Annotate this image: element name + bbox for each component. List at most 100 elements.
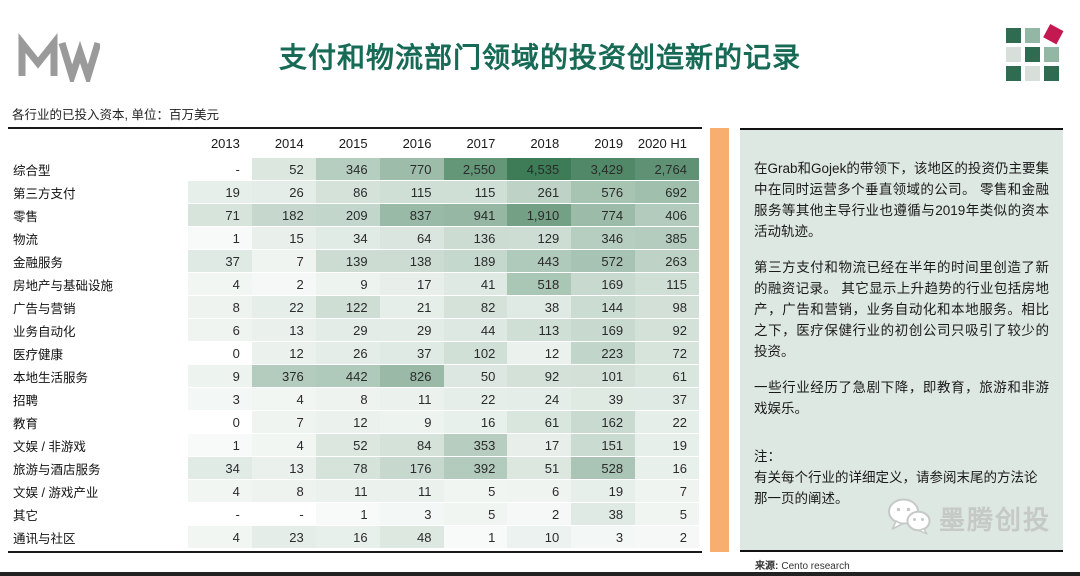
table-row: 通讯与社区 4 23 16 48 1 10 3 2 xyxy=(12,525,699,549)
table-row: 其它 - -1 3 5 2 38 5 xyxy=(12,502,699,526)
heatmap-cell: 4,535 xyxy=(507,158,572,181)
heatmap-cell: 209 xyxy=(315,203,380,227)
heatmap-cell: 7 xyxy=(251,249,316,273)
table-row: 物流 1 15 34 64 136 129 346 385 xyxy=(12,226,699,250)
heatmap-cell: 136 xyxy=(443,226,508,250)
heatmap-cell: 4 xyxy=(251,433,316,457)
heatmap-cell: 144 xyxy=(571,295,636,319)
note-body: 有关每个行业的详细定义，请参阅末尾的方法论那一页的阐述。 xyxy=(754,469,1038,506)
year-column-header: 2018 xyxy=(530,136,560,151)
heatmap-cell: - xyxy=(188,158,252,181)
heatmap-cell: 6 xyxy=(507,479,572,503)
heatmap-cell: 2 xyxy=(251,272,316,296)
heatmap-cell: 38 xyxy=(507,295,572,319)
heatmap-cell: 19 xyxy=(571,479,636,503)
industry-label: 综合型 xyxy=(12,158,188,181)
heatmap-cell: 774 xyxy=(571,203,636,227)
heatmap-cell: - xyxy=(188,502,252,526)
heatmap-cell: 9 xyxy=(379,410,444,434)
heatmap-cell: 15 xyxy=(251,226,316,250)
page-title: 支付和物流部门领域的投资创造新的记录 xyxy=(278,42,801,73)
heatmap-cell: 8 xyxy=(315,387,380,411)
industry-label: 零售 xyxy=(12,203,188,227)
industry-label: 房地产与基础设施 xyxy=(12,272,188,296)
heatmap-cell: 6 xyxy=(188,318,252,342)
heatmap-cell: 72 xyxy=(635,341,699,365)
heatmap-cell: 10 xyxy=(507,525,572,549)
heatmap-cell: 182 xyxy=(251,203,316,227)
heatmap-cell: 29 xyxy=(315,318,380,342)
heatmap-cell: 22 xyxy=(635,410,699,434)
heatmap-cell: 16 xyxy=(635,456,699,480)
heatmap-cell: 3 xyxy=(571,525,636,549)
heatmap-cell: 1 xyxy=(188,226,252,250)
heatmap-cell: 19 xyxy=(635,433,699,457)
table-bottom-rule xyxy=(8,551,702,553)
corner-cell xyxy=(12,131,188,158)
logo-red-diamond xyxy=(1043,24,1064,45)
industry-label: 业务自动化 xyxy=(12,318,188,342)
heatmap-cell: 162 xyxy=(571,410,636,434)
heatmap-cell: 2,550 xyxy=(443,158,508,181)
heatmap-cell: 941 xyxy=(443,203,508,227)
heatmap-cell: 528 xyxy=(571,456,636,480)
heatmap-cell: 26 xyxy=(251,180,316,204)
commentary-paragraph: 第三方支付和物流已经在半年的时间里创造了新的融资记录。 其它显示上升趋势的行业包… xyxy=(754,260,1049,360)
heatmap-cell: 129 xyxy=(507,226,572,250)
commentary-paragraphs: 在Grab和Gojek的带领下，该地区的投资仍主要集中在同时运营多个垂直领域的公… xyxy=(754,158,1049,420)
note-title: 注： xyxy=(754,448,781,464)
industry-label: 旅游与酒店服务 xyxy=(12,456,188,480)
heatmap-cell: 115 xyxy=(443,180,508,204)
heatmap-cell: 9 xyxy=(188,364,252,388)
heatmap-cell: 1 xyxy=(443,525,508,549)
year-column-header: 2016 xyxy=(402,136,432,151)
heatmap-cell: 41 xyxy=(443,272,508,296)
heatmap-cell: 2 xyxy=(635,525,699,549)
orange-divider-bar xyxy=(710,128,729,552)
heatmap-cell: 26 xyxy=(315,341,380,365)
logo-square xyxy=(1006,66,1021,81)
heatmap-cell: 22 xyxy=(443,387,508,411)
table-row: 业务自动化 6 13 29 29 44 113 169 92 xyxy=(12,318,699,342)
heatmap-cell: 406 xyxy=(635,203,699,227)
industry-label: 招聘 xyxy=(12,387,188,411)
heatmap-cell: 113 xyxy=(507,318,572,342)
table-row: 招聘 3 4 8 11 22 24 39 37 xyxy=(12,387,699,411)
heatmap-cell: 1 xyxy=(315,502,380,526)
heatmap-cell: 0 xyxy=(188,410,252,434)
industry-label: 物流 xyxy=(12,226,188,250)
heatmap-cell: 4 xyxy=(188,525,252,549)
heatmap-cell: 826 xyxy=(379,364,444,388)
heatmap-cell: 7 xyxy=(251,410,316,434)
heatmap-cell: 263 xyxy=(635,249,699,273)
commentary-paragraph: 一些行业经历了急剧下降，即教育，旅游和非游戏娱乐。 xyxy=(754,380,1049,417)
heatmap-cell: 692 xyxy=(635,180,699,204)
table-row: 金融服务 37 7 139 138 189 443 572 263 xyxy=(12,249,699,273)
heatmap-cell: 7 xyxy=(635,479,699,503)
table-row: 教育 0 7 12 9 16 61 162 22 xyxy=(12,410,699,434)
bottom-edge-strip xyxy=(0,572,1080,576)
heatmap-cell: 16 xyxy=(443,410,508,434)
year-column-header: 2019 xyxy=(594,136,624,151)
heatmap-cell: 29 xyxy=(379,318,444,342)
heatmap-cell: 572 xyxy=(571,249,636,273)
heatmap-cell: 37 xyxy=(188,249,252,273)
heatmap-cell: 11 xyxy=(315,479,380,503)
heatmap-cell: 518 xyxy=(507,272,572,296)
industry-label: 文娱 / 游戏产业 xyxy=(12,479,188,503)
table-row: 零售 71 182 209 837 941 1,910 774 406 xyxy=(12,203,699,227)
commentary-paragraph: 在Grab和Gojek的带领下，该地区的投资仍主要集中在同时运营多个垂直领域的公… xyxy=(754,161,1049,240)
heatmap-cell: 169 xyxy=(571,272,636,296)
heatmap-cell: 52 xyxy=(315,433,380,457)
heatmap-cell: 2,764 xyxy=(635,158,699,181)
heatmap-cell: 21 xyxy=(379,295,444,319)
heatmap-cell: 8 xyxy=(188,295,252,319)
heatmap-cell: 261 xyxy=(507,180,572,204)
heatmap-cell: 385 xyxy=(635,226,699,250)
heatmap-cell: 37 xyxy=(379,341,444,365)
heatmap-cell: 34 xyxy=(315,226,380,250)
heatmap-cell: - xyxy=(251,502,316,526)
year-header-row: 2013 2014 2015 2016 2017 2018 2019 2020 H1 xyxy=(12,131,699,158)
heatmap-cell: 223 xyxy=(571,341,636,365)
commentary-panel: 在Grab和Gojek的带领下，该地区的投资仍主要集中在同时运营多个垂直领域的公… xyxy=(740,128,1063,552)
